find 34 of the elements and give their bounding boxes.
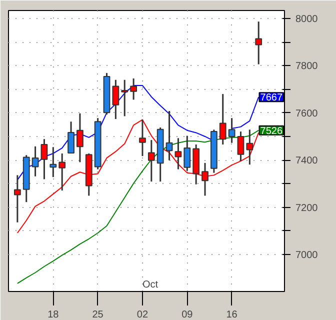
y-tick-label: 7600 [296, 108, 318, 120]
x-tick-label: 09 [182, 310, 194, 320]
candlestick [40, 138, 48, 180]
candlestick [50, 146, 57, 178]
candlestick [166, 110, 173, 162]
candlestick [246, 128, 254, 166]
x-tick-label: 02 [136, 310, 148, 320]
candlestick [76, 112, 84, 163]
annotation: Oct [142, 280, 158, 290]
x-tick-label: 18 [48, 310, 60, 320]
candlestick [68, 120, 74, 154]
candlestick [219, 93, 226, 146]
y-tick-label: 7200 [296, 202, 318, 214]
candlestick [255, 20, 262, 66]
candlestick [228, 117, 236, 144]
annotation: 7526 [260, 126, 283, 137]
candlestick [237, 130, 244, 162]
candlestick [148, 139, 155, 182]
candlestick [112, 79, 120, 120]
candlestick [184, 135, 191, 172]
y-tick-label: 7800 [296, 61, 318, 72]
y-tick-label: 7000 [296, 250, 318, 261]
candlestick [58, 152, 66, 192]
candlestick [32, 146, 39, 178]
y-tick-label: 8000 [296, 14, 318, 26]
candlestick [202, 162, 208, 196]
candlestick [174, 137, 182, 170]
candlestick [130, 78, 137, 100]
candlestick [121, 79, 128, 117]
y-tick-label: 7400 [296, 156, 318, 167]
x-tick-label: 25 [92, 310, 104, 320]
annotation: 7667 [260, 92, 283, 104]
candlestick [14, 174, 21, 224]
x-tick-label: 16 [226, 310, 238, 320]
